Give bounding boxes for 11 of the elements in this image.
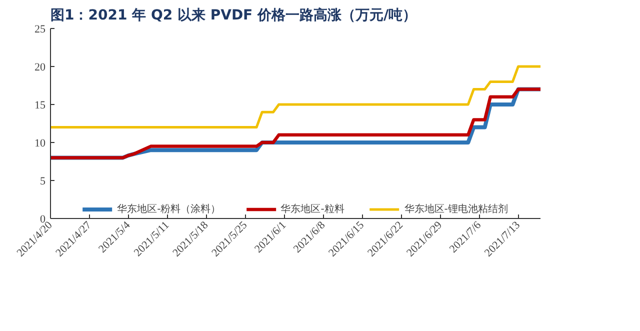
- chart-title: 图1：2021 年 Q2 以来 PVDF 价格一路高涨（万元/吨）: [50, 6, 417, 24]
- y-tick-label: 5: [40, 176, 46, 188]
- y-tick-label: 10: [34, 138, 46, 150]
- line-series: [50, 65, 540, 129]
- legend-label: 华东地区-锂电池粘结剂: [404, 202, 508, 216]
- legend-label: 华东地区-粉料（涂料）: [117, 202, 221, 216]
- y-tick-label: 0: [40, 214, 46, 226]
- y-tick-label: 25: [34, 24, 46, 36]
- y-tick-label: 20: [34, 62, 46, 74]
- legend-label: 华东地区-粒料: [280, 202, 344, 216]
- y-tick-label: 15: [34, 100, 46, 112]
